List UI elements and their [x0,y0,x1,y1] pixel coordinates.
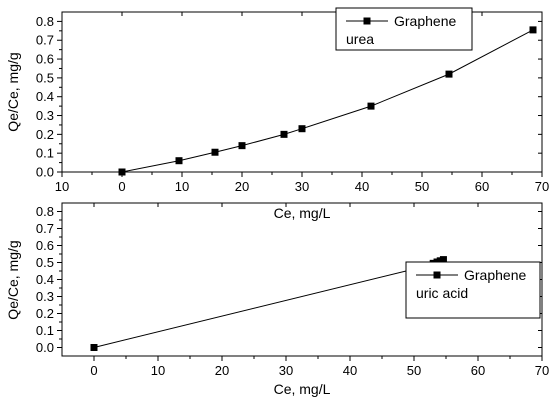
legend-label: Graphene [464,267,526,283]
y-tick-label: 0.6 [36,238,54,253]
y-tick-label: 0.2 [36,306,54,321]
y-tick-label: 0.6 [36,52,54,67]
x-tick-label: 20 [215,363,229,378]
x-tick-label: 70 [535,179,549,194]
series-line [93,259,444,348]
data-point [298,125,306,133]
chart-panel-1: 10 0 10 20 30 40 50 60 70 0.0 0.1 0.2 0.3 0.4 0.5 0.6 0.… [5,7,549,221]
x-tick-label: 40 [355,179,369,194]
y-tick-label: 0.0 [36,165,54,180]
y-tick-label: 0.8 [36,204,54,219]
data-point [439,256,447,264]
x-tick-label: 20 [235,179,249,194]
y-tick-label: 0.1 [36,146,54,161]
y-tick-label: 0.1 [36,323,54,338]
x-tick-label: 30 [279,363,293,378]
legend-box [405,261,541,319]
legend-label-line2: urea [346,31,374,47]
legend-label-line2: uric acid [416,285,468,301]
y-tick-label: 0.2 [36,127,54,142]
x-tick-label: 0 [90,363,97,378]
y-tick-label: 0.8 [36,14,54,29]
legend-marker [433,271,441,279]
y-tick-label: 0.0 [36,340,54,355]
x-tick-label: 10 [55,179,69,194]
data-point [238,142,246,150]
x-tick-label: 10 [151,363,165,378]
x-tick-label: 70 [535,363,549,378]
x-tick-label: 10 [175,179,189,194]
y-axis-label: Qe/Ce, mg/g [5,52,21,131]
data-point [280,130,288,138]
x-tick-label: 0 [118,179,125,194]
data-point [211,148,219,156]
data-point [90,344,98,351]
x-tick-label: 40 [343,363,357,378]
y-tick-label: 0.4 [36,89,54,104]
legend-marker [363,17,371,25]
y-tick-label: 0.3 [36,108,54,123]
y-tick-label: 0.5 [36,70,54,85]
y-tick-label: 0.4 [36,272,54,287]
x-tick-label: 60 [475,179,489,194]
data-point [445,70,453,78]
data-point [529,26,537,34]
x-tick-label: 60 [471,363,485,378]
legend-label: Graphene [394,13,456,29]
y-tick-label: 0.5 [36,255,54,270]
x-tick-label: 30 [295,179,309,194]
series-line [121,29,534,173]
y-tick-label: 0.3 [36,289,54,304]
y-tick-label: 0.7 [36,33,54,48]
y-axis-label: Qe/Ce, mg/g [5,240,21,319]
legend-box [335,7,473,51]
chart-panel-2: 0 10 20 30 40 50 60 70 0.0 0.1 0.2 0.3 0.4 0.5 0.6 0.7 0… [5,202,549,397]
x-axis-label: Ce, mg/L [274,205,331,221]
y-tick-label: 0.7 [36,221,54,236]
x-tick-label: 50 [415,179,429,194]
data-point [367,102,375,110]
x-tick-label: 50 [407,363,421,378]
x-axis-label: Ce, mg/L [274,381,331,397]
data-point [118,168,126,176]
data-point [175,157,183,165]
